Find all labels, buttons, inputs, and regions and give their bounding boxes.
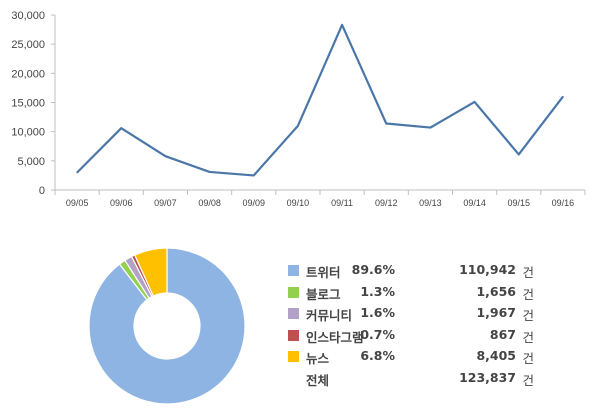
- data-point: [297, 125, 299, 127]
- legend-row: 뉴스 6.8% 8,405 건: [288, 346, 548, 368]
- x-tick-label: 09/12: [375, 198, 398, 208]
- line-chart: 0 5,000 10,000 15,000 20,000 25,000 30,000 09/…: [11, 10, 586, 208]
- data-point: [429, 126, 432, 129]
- legend-unit: 건: [522, 265, 534, 280]
- data-point: [252, 174, 255, 177]
- legend-row: 커뮤니티 1.6% 1,967 건: [288, 303, 548, 325]
- legend: 트위터 89.6% 110,942 건 블로그 1.3% 1,656 건 커뮤니…: [288, 260, 548, 389]
- x-tick-label: 09/14: [463, 198, 486, 208]
- legend-total-count: 123,837: [459, 369, 516, 385]
- x-tick-label: 09/13: [419, 198, 442, 208]
- legend-count: 8,405: [476, 348, 516, 363]
- x-tick-label: 09/15: [507, 198, 530, 208]
- data-point: [208, 171, 211, 173]
- x-axis-ticks: 09/05 09/06 09/07 09/08 09/09 09/10 09/11 09/12…: [54, 190, 586, 208]
- y-tick-label: 25,000: [11, 39, 45, 51]
- legend-percent: 1.3%: [360, 283, 395, 299]
- donut-slice: [133, 247, 168, 297]
- y-axis-ticks: 0 5,000 10,000 15,000 20,000 25,000 30,000: [11, 10, 55, 197]
- series-line: [76, 23, 564, 177]
- data-point: [164, 155, 167, 157]
- data-point: [517, 153, 520, 156]
- x-tick-label: 09/08: [198, 198, 221, 208]
- data-point: [120, 127, 123, 129]
- x-tick-label: 09/11: [331, 198, 353, 208]
- legend-swatch: [288, 265, 299, 276]
- legend-swatch: [288, 329, 299, 341]
- legend-unit: 건: [522, 351, 534, 366]
- legend-swatch: [288, 286, 299, 298]
- legend-total-label: 전체: [306, 372, 330, 388]
- x-tick-label: 09/07: [154, 198, 177, 208]
- x-tick-label: 09/06: [110, 198, 133, 208]
- x-tick-label: 09/05: [66, 198, 89, 208]
- legend-unit: 건: [522, 308, 534, 323]
- legend-count: 1,656: [476, 283, 516, 299]
- legend-count: 110,942: [459, 262, 516, 277]
- legend-total-unit: 건: [522, 372, 534, 388]
- donut-slices: [88, 247, 246, 405]
- y-tick-label: 20,000: [11, 68, 45, 80]
- legend-label: 뉴스: [306, 351, 330, 366]
- legend-unit: 건: [522, 329, 534, 345]
- data-point: [76, 171, 78, 174]
- y-tick-label: 15,000: [11, 98, 45, 110]
- legend-row: 인스타그램 0.7% 867 건: [288, 325, 548, 347]
- legend-count: 1,967: [476, 305, 516, 320]
- data-point: [385, 122, 388, 125]
- donut-slice: [88, 247, 246, 405]
- data-point: [473, 101, 476, 103]
- legend-row: 블로그 1.3% 1,656 건: [288, 282, 548, 304]
- y-tick-label: 10,000: [11, 127, 45, 139]
- legend-unit: 건: [522, 286, 534, 302]
- legend-percent: 89.6%: [351, 262, 395, 277]
- legend-label: 커뮤니티: [306, 308, 353, 323]
- series-points: [76, 24, 564, 177]
- data-point: [562, 95, 564, 98]
- legend-percent: 6.8%: [360, 348, 395, 363]
- legend-label: 인스타그램: [306, 329, 364, 345]
- legend-label: 블로그: [306, 286, 341, 302]
- y-tick-label: 0: [39, 185, 45, 197]
- legend-row: 트위터 89.6% 110,942 건: [288, 260, 548, 282]
- legend-percent: 1.6%: [360, 305, 395, 320]
- x-tick-label: 09/10: [287, 198, 310, 208]
- x-tick-label: 09/16: [552, 198, 575, 208]
- legend-swatch: [288, 351, 299, 362]
- x-tick-label: 09/09: [242, 198, 265, 208]
- legend-swatch: [288, 308, 299, 319]
- y-tick-label: 5,000: [17, 156, 45, 168]
- legend-percent: 0.7%: [360, 326, 395, 342]
- legend-total-row: 전체 123,837 건: [288, 368, 548, 390]
- legend-label: 트위터: [306, 265, 341, 280]
- donut-chart: [88, 247, 246, 405]
- y-tick-label: 30,000: [11, 10, 45, 22]
- legend-count: 867: [489, 326, 516, 342]
- data-point: [341, 24, 343, 26]
